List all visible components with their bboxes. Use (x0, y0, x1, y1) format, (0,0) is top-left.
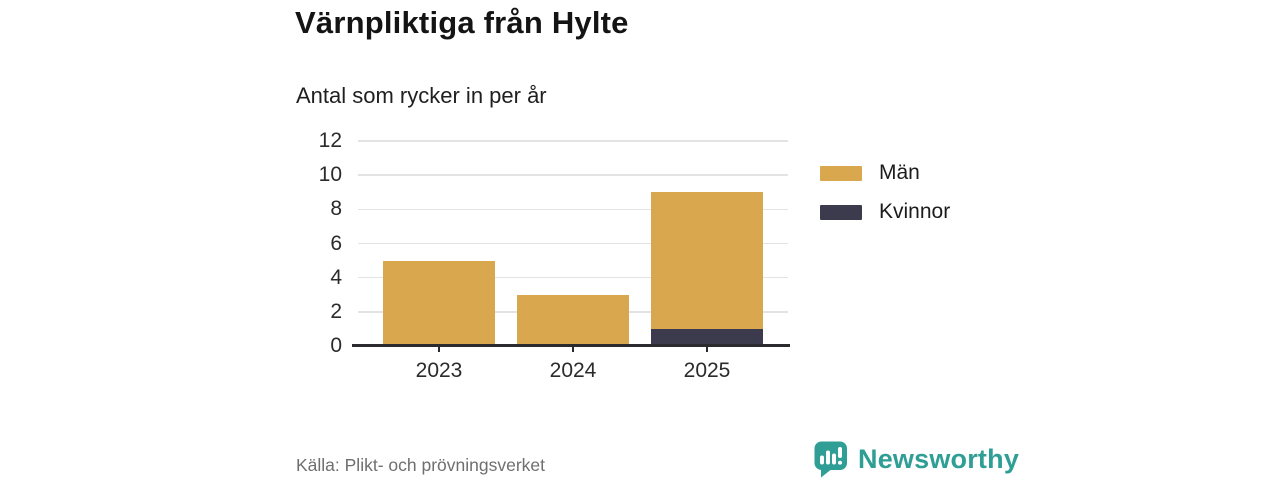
y-tick-label-4: 4 (330, 265, 342, 289)
bar-kvinnor-2025 (651, 328, 763, 346)
x-axis-line (352, 344, 790, 347)
y-tick-label-0: 0 (330, 334, 342, 357)
bar-män-2024 (517, 294, 629, 346)
y-tick-label-12: 12 (318, 129, 342, 152)
legend-label-kvinnor: Kvinnor (879, 200, 951, 223)
gridline-y-10 (358, 174, 788, 176)
gridline-y-6 (358, 242, 788, 245)
y-tick-label-10: 10 (318, 163, 342, 187)
x-tick-label-2023: 2023 (415, 359, 463, 382)
legend-item-kvinnor: Kvinnor (820, 199, 950, 225)
x-tick-2023 (438, 346, 440, 352)
bar-män-2025 (651, 192, 763, 329)
chart-subtitle: Antal som rycker in per år (296, 83, 547, 108)
y-tick-label-6: 6 (330, 231, 342, 255)
gridline-y-4 (358, 276, 788, 279)
legend-item-man: Män (820, 160, 950, 186)
x-tick-label-2024: 2024 (549, 359, 597, 382)
legend-swatch-man (820, 165, 862, 181)
newsworthy-bubble-chart-icon (814, 441, 847, 478)
legend-swatch-kvinnor (820, 204, 862, 220)
newsworthy-logo: Newsworthy (812, 440, 1019, 478)
plot-area: 0 2 4 6 8 10 12 2023 2024 2025 (319, 129, 790, 382)
legend-label-man: Män (879, 161, 920, 184)
x-tick-2025 (706, 346, 708, 352)
chart-title: Värnpliktiga från Hylte (295, 5, 629, 40)
newsworthy-wordmark: Newsworthy (858, 443, 1020, 474)
gridline-y-12 (358, 140, 788, 142)
x-tick-2024 (572, 346, 574, 352)
bar-män-2023 (383, 260, 495, 346)
source-text: Källa: Plikt- och prövningsverket (296, 455, 545, 475)
y-tick-label-8: 8 (330, 197, 342, 221)
gridline-y-8 (358, 208, 788, 211)
y-tick-label-2: 2 (330, 299, 342, 323)
legend: Män Kvinnor (820, 160, 950, 238)
x-tick-label-2025: 2025 (683, 359, 731, 382)
